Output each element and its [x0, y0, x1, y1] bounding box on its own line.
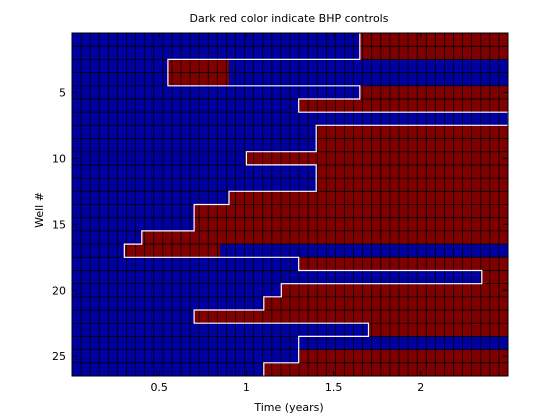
- bhp-segment-well-1: [359, 33, 508, 47]
- bhp-segment-well-9: [316, 138, 508, 152]
- bhp-segment-well-16: [141, 230, 508, 245]
- x-tick-label: 1.5: [325, 381, 343, 394]
- bhp-segment-well-22: [194, 310, 508, 324]
- bhp-segment-well-5: [359, 85, 508, 99]
- bhp-segment-well-13: [228, 191, 508, 205]
- y-tick-label: 15: [52, 218, 66, 231]
- bhp-segment-well-14: [194, 204, 508, 218]
- bhp-segment-well-23: [368, 323, 508, 337]
- y-tick-label: 5: [59, 86, 66, 99]
- bhp-segment-well-19: [481, 270, 508, 284]
- control-boundary-contour: [123, 33, 509, 376]
- y-axis-label: Well #: [33, 192, 46, 228]
- bhp-segment-well-4: [167, 72, 229, 86]
- axes-box: [71, 32, 509, 377]
- bhp-segment-well-3: [167, 59, 229, 73]
- bhp-segment-well-21: [263, 296, 508, 311]
- bhp-segment-well-18: [298, 257, 508, 271]
- y-tick-label: 20: [52, 284, 66, 297]
- x-tick-label: 0.5: [150, 381, 168, 394]
- x-tick-label: 2: [417, 381, 424, 394]
- chart-title: Dark red color indicate BHP controls: [190, 12, 389, 25]
- bhp-segment-well-12: [316, 178, 508, 192]
- x-tick-label: 1: [243, 381, 250, 394]
- y-tick-label: 25: [52, 350, 66, 363]
- bhp-segment-well-25: [298, 349, 508, 363]
- bhp-segment-well-6: [298, 98, 508, 113]
- bhp-segment-well-20: [281, 283, 508, 297]
- bhp-segment-well-10: [246, 151, 508, 165]
- bhp-segment-well-26: [263, 362, 508, 376]
- bhp-segment-well-8: [316, 125, 508, 139]
- x-axis-label: Time (years): [253, 401, 323, 414]
- bhp-segment-well-15: [194, 217, 508, 231]
- y-tick-label: 10: [52, 152, 66, 165]
- bhp-segment-well-11: [316, 164, 508, 179]
- bhp-segment-well-2: [359, 46, 508, 60]
